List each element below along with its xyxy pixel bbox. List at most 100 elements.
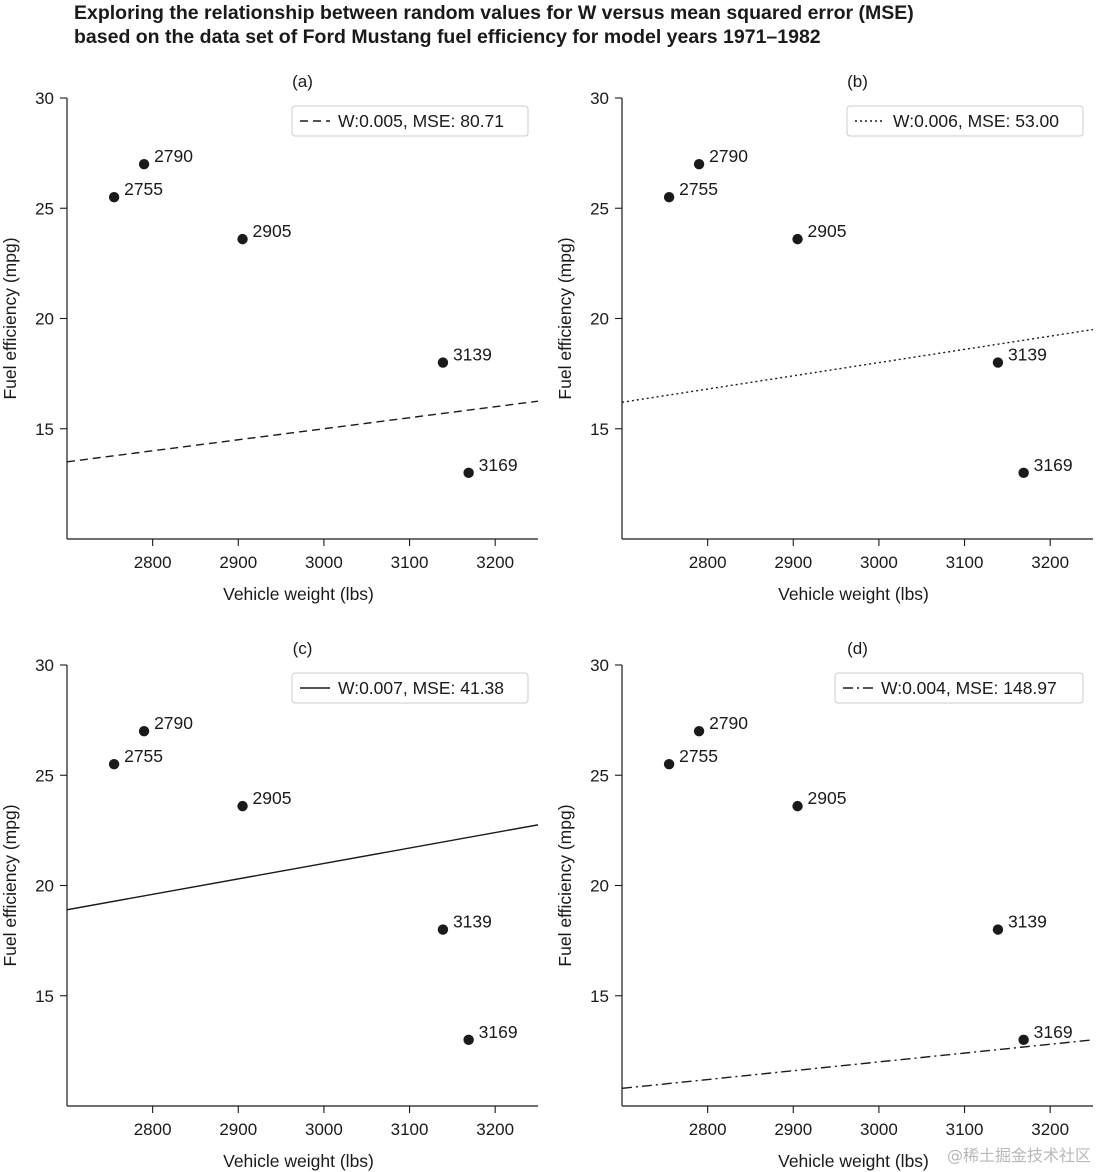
panel-title-b: (b)	[847, 72, 868, 91]
x-tick-label: 3100	[946, 1120, 984, 1139]
data-point-label: 2755	[124, 179, 163, 199]
data-point-label: 2905	[808, 221, 847, 241]
data-point	[138, 158, 150, 170]
y-tick-label: 20	[35, 310, 54, 329]
x-tick-label: 3200	[1031, 1120, 1069, 1139]
x-tick-label: 3000	[860, 553, 898, 572]
legend-box	[291, 672, 529, 704]
data-point-label: 3169	[1034, 455, 1073, 475]
x-tick-label: 2900	[774, 553, 812, 572]
figure-title-line-2: based on the data set of Ford Mustang fu…	[74, 26, 821, 48]
y-tick-label: 25	[590, 766, 609, 785]
panel-a: (a) 2800 2900 3000 3100 3200 15 20 25 30 Vehicle w…	[0, 72, 538, 604]
x-tick-label: 3100	[391, 1120, 429, 1139]
x-tick-label: 2800	[134, 553, 172, 572]
x-tick-label: 3000	[860, 1120, 898, 1139]
x-tick-label: 2900	[219, 553, 257, 572]
data-point	[792, 233, 803, 245]
data-point	[463, 1034, 474, 1046]
data-point-label: 3169	[1034, 1022, 1073, 1042]
y-tick-label: 15	[590, 987, 609, 1006]
panel-title-d: (d)	[847, 639, 868, 658]
y-axis-label: Fuel efficiency (mpg)	[0, 237, 20, 399]
panel-b: (b) 2800 2900 3000 3100 3200 15 20 25 30 Vehicle w…	[555, 72, 1093, 604]
data-point	[1018, 467, 1029, 479]
data-point-label: 2755	[124, 746, 163, 766]
data-point	[237, 233, 248, 245]
y-tick-label: 20	[35, 877, 54, 896]
y-tick-label: 15	[590, 420, 609, 439]
panels: (a) 2800 2900 3000 3100 3200 15 20 25 30 Vehicle w…	[0, 72, 1093, 1171]
x-tick-label: 3100	[946, 553, 984, 572]
legend-text: W:0.007, MSE: 41.38	[338, 678, 504, 698]
y-tick-label: 30	[590, 656, 609, 675]
data-point-label: 3139	[453, 345, 492, 365]
legend-text: W:0.006, MSE: 53.00	[893, 111, 1059, 131]
data-point-label: 3169	[479, 1022, 518, 1042]
x-tick-label: 3000	[305, 1120, 343, 1139]
data-point	[1018, 1034, 1029, 1046]
x-tick-label: 2800	[689, 1120, 727, 1139]
data-point	[237, 800, 248, 812]
data-point-label: 3139	[1008, 912, 1047, 932]
data-point	[693, 725, 705, 737]
data-point	[992, 924, 1004, 935]
data-point-label: 2790	[709, 713, 748, 733]
x-tick-label: 3200	[476, 1120, 514, 1139]
regression-line	[67, 400, 538, 463]
data-point-label: 2790	[709, 146, 748, 166]
data-point	[663, 759, 675, 770]
x-tick-label: 3000	[305, 553, 343, 572]
data-point	[792, 800, 803, 812]
data-point-label: 3139	[453, 912, 492, 932]
data-point	[437, 357, 449, 368]
data-point	[463, 467, 474, 479]
y-tick-label: 25	[35, 199, 54, 218]
regression-line	[622, 1039, 1093, 1090]
regression-line	[622, 328, 1093, 403]
panel-title-c: (c)	[293, 639, 313, 658]
data-point	[693, 158, 705, 170]
x-tick-label: 2900	[774, 1120, 812, 1139]
data-point-label: 3139	[1008, 345, 1047, 365]
y-tick-label: 30	[590, 89, 609, 108]
y-tick-label: 25	[590, 199, 609, 218]
legend-box	[846, 105, 1084, 137]
regression-line	[67, 824, 538, 911]
data-point-label: 2905	[253, 221, 292, 241]
watermark: @稀土掘金技术社区	[947, 1146, 1091, 1165]
legend-box	[834, 672, 1084, 704]
y-axis-label: Fuel efficiency (mpg)	[555, 237, 575, 399]
legend-box	[291, 105, 529, 137]
x-axis-label: Vehicle weight (lbs)	[778, 1151, 929, 1171]
y-tick-label: 30	[35, 89, 54, 108]
data-point-label: 2905	[808, 788, 847, 808]
x-tick-label: 3100	[391, 553, 429, 572]
x-axis-label: Vehicle weight (lbs)	[778, 584, 929, 604]
panel-c: (c) 2800 2900 3000 3100 3200 15 20 25 30 Vehicle w…	[0, 639, 538, 1171]
x-axis-label: Vehicle weight (lbs)	[223, 584, 374, 604]
data-point	[663, 192, 675, 203]
y-tick-label: 20	[590, 310, 609, 329]
x-tick-label: 2800	[689, 553, 727, 572]
x-tick-label: 3200	[1031, 553, 1069, 572]
data-point	[138, 725, 150, 737]
legend-text: W:0.005, MSE: 80.71	[338, 111, 504, 131]
data-point-label: 2790	[154, 146, 193, 166]
y-tick-label: 15	[35, 987, 54, 1006]
data-point	[992, 357, 1004, 368]
y-tick-label: 20	[590, 877, 609, 896]
data-point-label: 2790	[154, 713, 193, 733]
x-tick-label: 3200	[476, 553, 514, 572]
data-point-label: 3169	[479, 455, 518, 475]
legend-text: W:0.004, MSE: 148.97	[881, 678, 1057, 698]
panel-d: (d) 2800 2900 3000 3100 3200 15 20 25 30 Vehicle w…	[555, 639, 1093, 1171]
data-point-label: 2755	[679, 746, 718, 766]
data-point-label: 2755	[679, 179, 718, 199]
y-axis-label: Fuel efficiency (mpg)	[555, 804, 575, 966]
y-axis-label: Fuel efficiency (mpg)	[0, 804, 20, 966]
data-point-label: 2905	[253, 788, 292, 808]
x-tick-label: 2800	[134, 1120, 172, 1139]
panel-title-a: (a)	[292, 72, 313, 91]
